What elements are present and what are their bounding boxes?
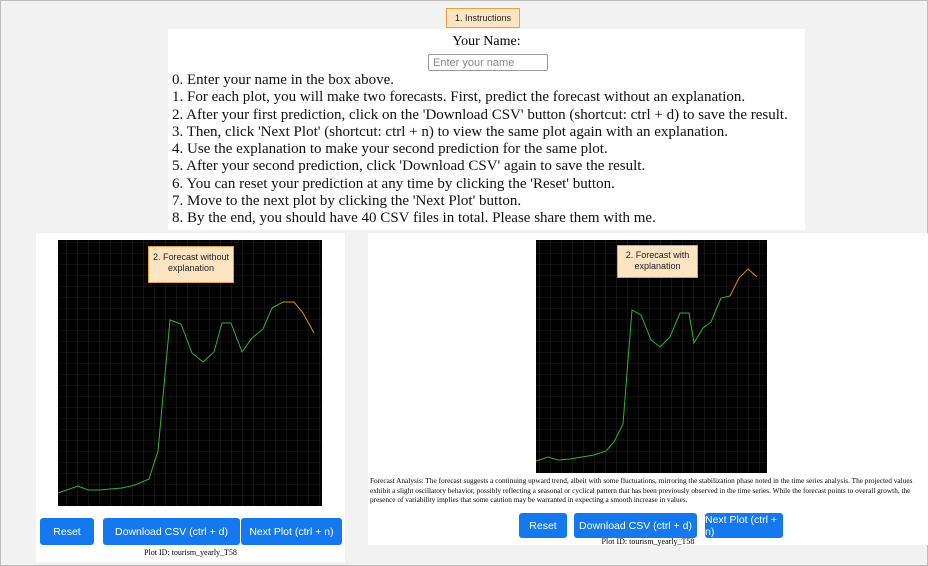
reset-button[interactable]: Reset <box>519 513 567 538</box>
plot-id: Plot ID: tourism_yearly_T58 <box>601 537 695 546</box>
name-label: Your Name: <box>452 34 521 49</box>
next-button[interactable]: Next Plot (ctrl + n) <box>241 518 342 545</box>
step: 4. Use the explanation to make your seco… <box>172 141 608 158</box>
name-input[interactable]: Enter your name <box>428 54 548 71</box>
forecast-line[interactable] <box>729 268 758 297</box>
reset-button[interactable]: Reset <box>40 518 94 545</box>
step: 5. After your second prediction, click '… <box>172 158 646 175</box>
step: 1. For each plot, you will make two fore… <box>172 89 746 106</box>
steps: 0. Enter your name in the box above. 1. F… <box>172 72 788 228</box>
step: 7. Move to the next plot by clicking the… <box>172 193 522 210</box>
forecast-line[interactable] <box>283 301 315 334</box>
plot-id: Plot ID: tourism_yearly_T58 <box>144 548 237 557</box>
section-tag: 1. Instructions <box>446 8 520 28</box>
grid <box>58 240 322 506</box>
grid <box>536 240 767 473</box>
next-button[interactable]: Next Plot (ctrl + n) <box>705 513 783 538</box>
history-line <box>57 301 284 494</box>
step: 6. You can reset your prediction at any … <box>172 175 615 192</box>
download-button[interactable]: Download CSV (ctrl + d) <box>103 518 240 545</box>
step: 3. Then, click 'Next Plot' (shortcut: ct… <box>172 123 728 140</box>
plot-tag: 2. Forecast with explanation <box>617 245 698 278</box>
step: 8. By the end, you should have 40 CSV fi… <box>172 210 656 227</box>
plot-tag: 2. Forecast without explanation <box>148 246 234 283</box>
analysis: Forecast Analysis: The forecast suggests… <box>370 476 913 505</box>
step: 0. Enter your name in the box above. <box>172 72 395 88</box>
download-button[interactable]: Download CSV (ctrl + d) <box>574 513 697 538</box>
step: 2. After your first prediction, click on… <box>172 106 788 123</box>
history-line <box>535 295 731 462</box>
